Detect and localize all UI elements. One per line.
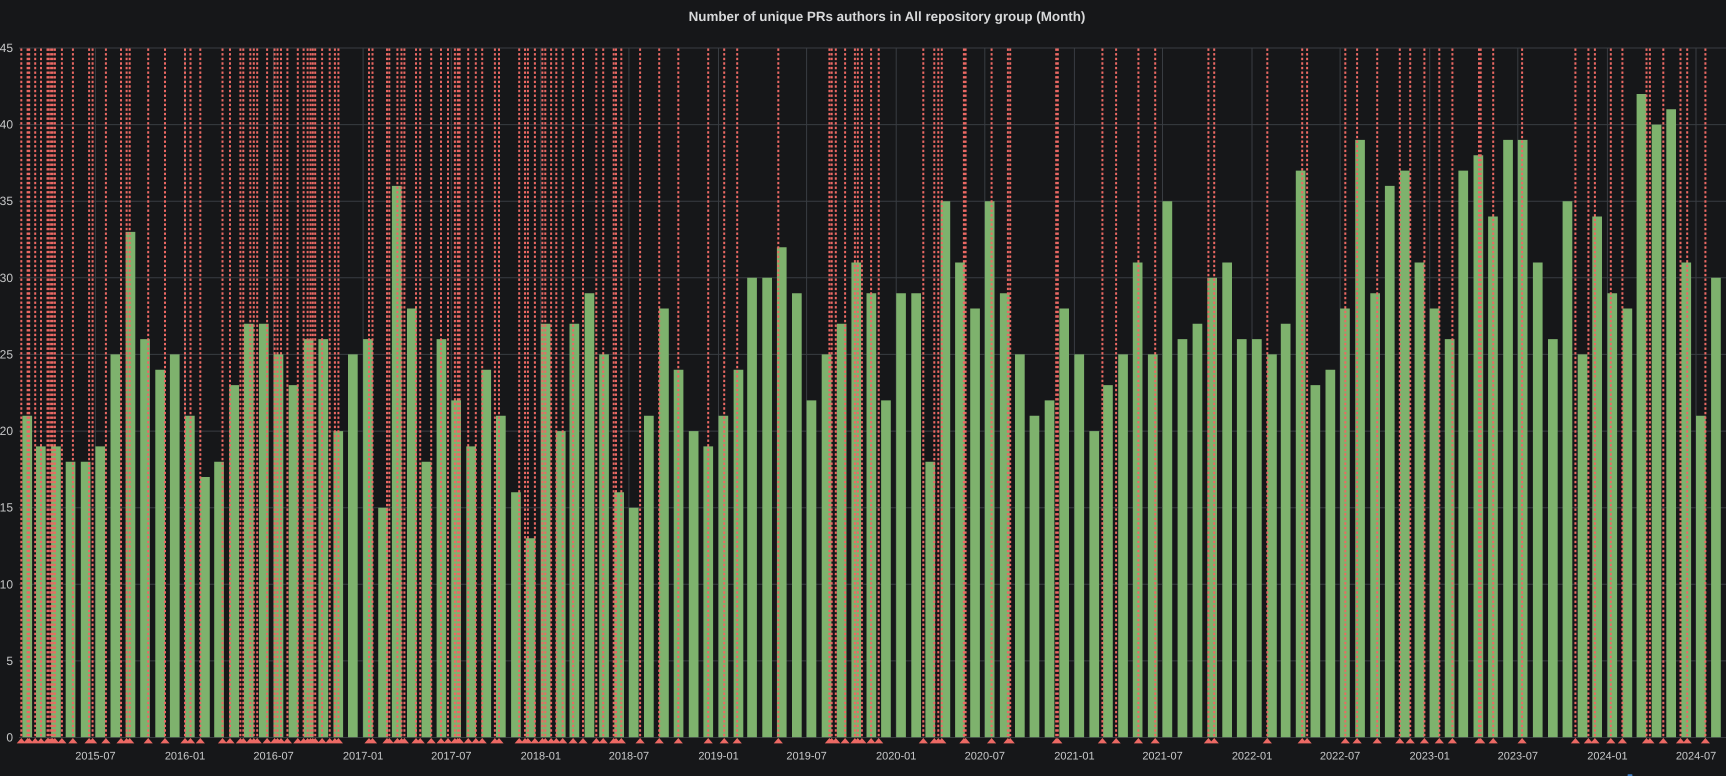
svg-text:2016-01: 2016-01 bbox=[165, 751, 205, 763]
svg-text:2022-07: 2022-07 bbox=[1320, 751, 1360, 763]
svg-text:2021-07: 2021-07 bbox=[1142, 751, 1182, 763]
svg-text:10: 10 bbox=[0, 577, 13, 591]
svg-text:2018-01: 2018-01 bbox=[521, 751, 561, 763]
svg-text:2016-07: 2016-07 bbox=[253, 751, 293, 763]
svg-text:2023-01: 2023-01 bbox=[1410, 751, 1450, 763]
svg-text:2020-07: 2020-07 bbox=[965, 751, 1005, 763]
svg-text:40: 40 bbox=[0, 118, 13, 132]
svg-text:2024-01: 2024-01 bbox=[1587, 751, 1627, 763]
svg-text:2021-01: 2021-01 bbox=[1054, 751, 1094, 763]
svg-text:2022-01: 2022-01 bbox=[1232, 751, 1272, 763]
svg-text:2020-01: 2020-01 bbox=[876, 751, 916, 763]
svg-text:2015-07: 2015-07 bbox=[75, 751, 115, 763]
svg-text:5: 5 bbox=[6, 654, 13, 668]
svg-text:15: 15 bbox=[0, 501, 13, 515]
svg-text:2019-01: 2019-01 bbox=[698, 751, 738, 763]
svg-text:2017-07: 2017-07 bbox=[431, 751, 471, 763]
svg-text:0: 0 bbox=[6, 731, 13, 745]
svg-text:35: 35 bbox=[0, 194, 13, 208]
svg-text:45: 45 bbox=[0, 41, 13, 55]
svg-text:2019-07: 2019-07 bbox=[786, 751, 826, 763]
svg-text:30: 30 bbox=[0, 271, 13, 285]
svg-text:2018-07: 2018-07 bbox=[609, 751, 649, 763]
svg-text:Number of unique PRs authors i: Number of unique PRs authors in All repo… bbox=[689, 9, 1086, 24]
svg-text:20: 20 bbox=[0, 424, 13, 438]
svg-text:25: 25 bbox=[0, 347, 13, 361]
svg-text:2024-07: 2024-07 bbox=[1676, 751, 1716, 763]
svg-text:2023-07: 2023-07 bbox=[1498, 751, 1538, 763]
svg-text:2017-01: 2017-01 bbox=[343, 751, 383, 763]
